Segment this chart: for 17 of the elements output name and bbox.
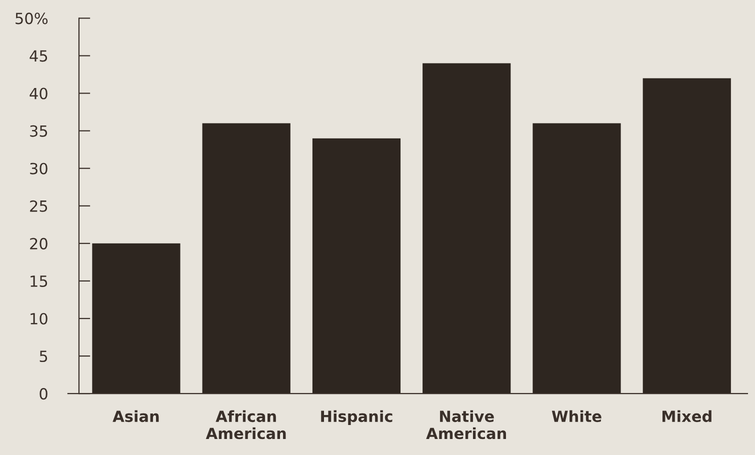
- x-tick-label: Hispanic: [321, 410, 392, 426]
- y-tick-label: 50%: [16, 12, 48, 24]
- x-tick-label: Mixed: [662, 410, 712, 422]
- y-tick-label: 15: [30, 276, 48, 287]
- y-tick-label: 10: [30, 312, 48, 325]
- y-tick-label: 25: [30, 200, 48, 212]
- x-tick-label: African American: [206, 410, 286, 440]
- x-tick-label: Asian: [112, 410, 159, 422]
- x-tick-label: Native American: [426, 410, 506, 440]
- y-tick-label: 20: [30, 238, 48, 250]
- x-tick-label: White: [552, 410, 602, 422]
- y-tick-label: 40: [30, 88, 48, 100]
- y-tick-label: 0: [40, 388, 48, 400]
- y-tick-label: 35: [30, 125, 48, 137]
- y-tick-label: 30: [30, 162, 48, 174]
- y-tick-label: 5: [40, 350, 48, 362]
- y-tick-label: 45: [30, 50, 48, 62]
